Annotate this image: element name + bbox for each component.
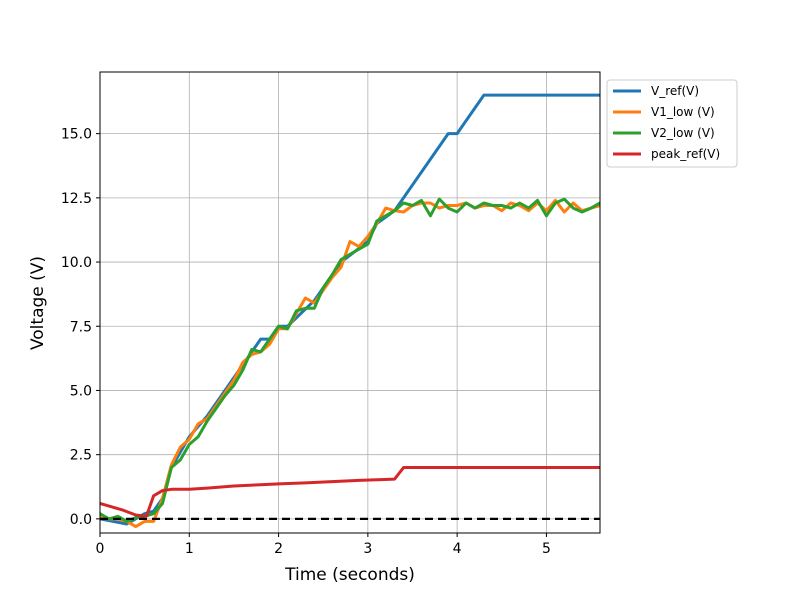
y-tick-label: 7.5 (70, 319, 92, 335)
x-tick-label: 1 (185, 541, 194, 557)
y-tick-label: 12.5 (61, 191, 92, 207)
y-axis: 0.0 2.5 5.0 7.5 10.0 12.5 15.0 (61, 127, 100, 528)
plot-frame (99, 71, 601, 534)
legend-box (606, 79, 738, 168)
y-axis-title: Voltage (V) (28, 256, 48, 350)
legend-label: V_ref(V) (651, 84, 699, 98)
y-tick-label: 10.0 (61, 255, 92, 271)
series-line-peak-ref-v (100, 466, 600, 518)
y-tick-label: 2.5 (70, 448, 92, 464)
x-tick-label: 2 (274, 541, 283, 557)
x-axis-title: Time (seconds) (284, 565, 415, 585)
x-tick-label: 0 (96, 541, 105, 557)
series-layer (100, 93, 600, 529)
y-tick-label: 15.0 (61, 127, 92, 143)
x-tick-label: 5 (542, 541, 551, 557)
x-tick-label: 3 (363, 541, 372, 557)
legend: V_ref(V) V1_low (V) V2_low (V) peak_ref(V) (606, 79, 738, 168)
x-axis: 0 1 2 3 4 5 (96, 533, 551, 557)
y-tick-label: 0.0 (70, 512, 92, 528)
x-tick-label: 4 (453, 541, 462, 557)
y-tick-label: 5.0 (70, 383, 92, 399)
series-line-v2-low-v (100, 197, 600, 523)
legend-label: V2_low (V) (651, 126, 715, 140)
legend-label: V1_low (V) (651, 105, 715, 119)
legend-label: peak_ref(V) (651, 147, 720, 161)
